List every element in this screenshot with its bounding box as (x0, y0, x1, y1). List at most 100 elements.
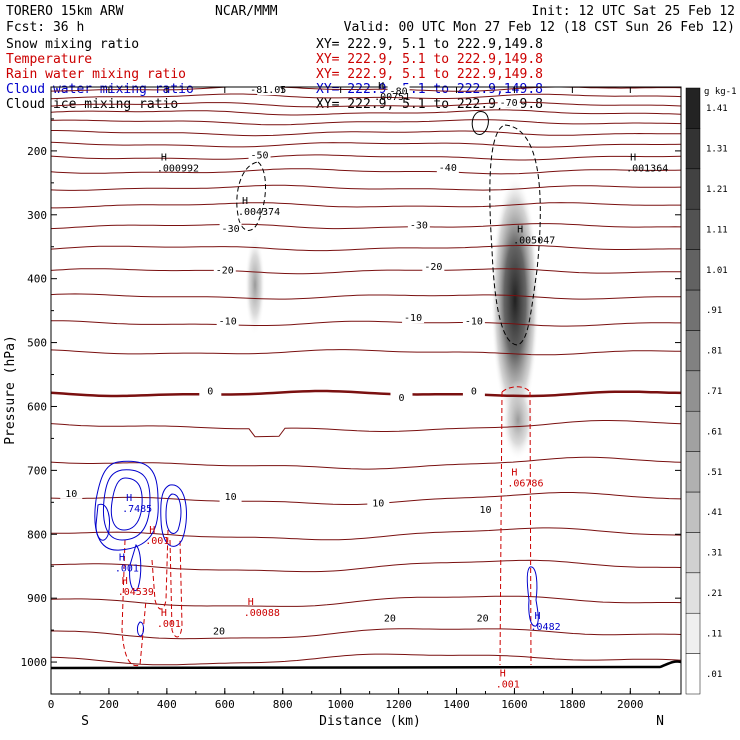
extremum-value: .001 (115, 563, 139, 574)
isotherm-line (51, 320, 681, 327)
extremum-marker: H (161, 608, 167, 619)
temperature-label: -20 (424, 262, 442, 273)
isotherm-line (51, 168, 681, 175)
temperature-label-bg (471, 612, 494, 624)
temperature-label: 10 (225, 492, 237, 503)
isotherm-line (51, 93, 681, 100)
x-tick-label: 1600 (501, 698, 528, 711)
colorbar-swatch (685, 491, 701, 533)
temperature-label: 20 (384, 614, 396, 625)
temperature-label-bg (402, 312, 425, 324)
extremum-value: .000992 (157, 163, 199, 174)
isotherm-line (51, 223, 681, 230)
extremum-value: .00088 (244, 608, 280, 619)
cloud-ice-contours (236, 111, 541, 346)
temperature-label: -10 (219, 316, 237, 327)
isotherm-line (51, 154, 681, 161)
colorbar-label: .91 (706, 306, 722, 316)
contour-labels: -81.05 -80 -70 -50 -40 -30 -30 -20 -20 -10 -10 -10 0… (60, 81, 668, 691)
temperature-label: 10 (479, 505, 491, 516)
legend-snow-name: Snow mixing ratio (6, 37, 139, 52)
legend-cloudwater-xy: XY= 222.9, 5.1 to 222.9,149.8 (316, 82, 543, 97)
colorbar-swatch (685, 653, 701, 695)
extremum-marker: H (248, 597, 254, 608)
temperature-label-bg (248, 149, 271, 161)
temperature-label: 0 (398, 393, 404, 404)
temperature-label: -70 (500, 98, 518, 109)
y-tick-label: 300 (27, 209, 47, 222)
temperature-label-bg (367, 497, 390, 509)
temperature-label-bg (208, 625, 230, 637)
cloud-water-contours (94, 460, 539, 637)
cloud-water-ring-1 (103, 469, 151, 541)
extremum-value: .001 (496, 680, 520, 691)
x-tick-label: 1800 (559, 698, 586, 711)
y-axis-title: Pressure (hPa) (3, 335, 18, 445)
colorbar-swatch (685, 249, 701, 291)
extremum-marker: H (161, 152, 167, 163)
x-tick-label: 1200 (385, 698, 412, 711)
temperature-label: 20 (477, 614, 489, 625)
temperature-label: -30 (222, 224, 240, 235)
cloud-ice-contour-south (236, 161, 266, 231)
rain-water-contours (121, 386, 532, 667)
colorbar-label: .01 (706, 670, 722, 680)
colorbar-swatch (685, 208, 701, 250)
temperature-label-bg (436, 162, 459, 174)
temperature-label-bg (219, 222, 242, 234)
cloud-water-tail (129, 543, 142, 592)
cloud-water-lobe-east-inner (165, 493, 182, 534)
temperature-label-bg (199, 385, 222, 397)
extremum-marker: H (378, 81, 384, 92)
temperature-label-bg (497, 96, 520, 108)
isotherm-line (51, 527, 681, 541)
temperature-label: -50 (251, 150, 269, 161)
temperature-contours (51, 87, 681, 666)
extremum-value: .005047 (513, 236, 555, 247)
isotherm-line (51, 628, 681, 640)
cloud-water-lobe-west (95, 503, 111, 541)
colorbar-label: 1.41 (706, 104, 728, 114)
isotherm-line (51, 559, 681, 573)
plot-frame (50, 86, 682, 695)
y-tick-label: 200 (27, 145, 47, 158)
temperature-label: 20 (213, 626, 225, 637)
rain-contour-north (499, 386, 532, 666)
colorbar-swatch (685, 410, 701, 452)
colorbar-swatch (685, 612, 701, 654)
y-tick-label: 600 (27, 400, 47, 413)
extremum-marker: H (126, 493, 132, 504)
isotherm-line (51, 456, 681, 470)
temperature-label: -20 (216, 265, 234, 276)
rain-contour-south-1 (121, 539, 147, 667)
colorbar-label: .71 (706, 387, 722, 397)
extremum-marker: H (535, 611, 541, 622)
extremum-value: .06786 (507, 478, 543, 489)
extremum-value: .004374 (238, 207, 280, 218)
temperature-label-bg (462, 385, 485, 397)
extremum-value: .001 (145, 536, 169, 547)
isotherm-line (51, 389, 681, 398)
cloud-water-small (137, 621, 144, 637)
temperature-label: 0 (207, 387, 213, 398)
extremum-marker: H (119, 552, 125, 563)
temperature-label-bg (216, 315, 239, 327)
isotherm-line (51, 202, 681, 209)
colorbar-label: .51 (706, 468, 722, 478)
field-legend: Snow mixing ratio XY= 222.9, 5.1 to 222.… (6, 37, 543, 112)
legend-rain-name: Rain water mixing ratio (6, 67, 186, 82)
isotherm-line (51, 268, 681, 275)
extremum-marker: H (517, 225, 523, 236)
temperature-label: 10 (65, 489, 77, 500)
header-init: Init: 12 UTC Sat 25 Feb 12 (532, 4, 736, 19)
extremum-value: .001364 (626, 163, 668, 174)
colorbar-unit: g kg-1 (704, 87, 737, 97)
colorbar-swatch (685, 532, 701, 574)
isotherm-line (51, 119, 681, 126)
y-tick-label: 900 (27, 592, 47, 605)
extremum-value: .0482 (531, 622, 561, 633)
isotherm-line (51, 420, 681, 438)
cloud-water-north (526, 566, 539, 627)
